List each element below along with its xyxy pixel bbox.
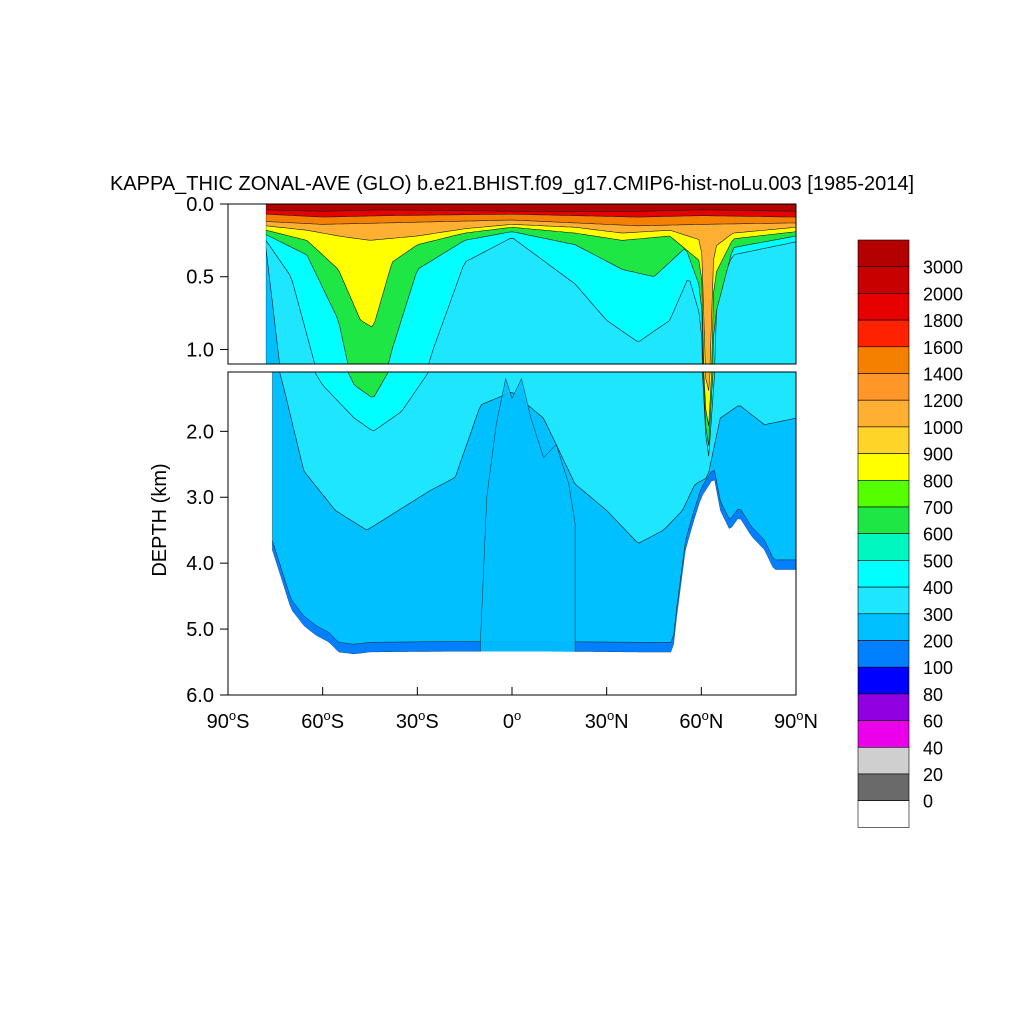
colorbar-swatch [857,479,910,508]
contour-band-800 [265,204,796,364]
colorbar-label: 1600 [923,338,963,358]
colorbar-label: 40 [923,738,943,758]
colorbar-swatch [857,746,910,775]
lower-depth-panel: 2.0 3.0 4.0 5.0 6.0 [186,371,797,707]
colorbar-swatch [857,693,910,721]
colorbar-swatch [857,293,910,321]
colorbar-label: 1000 [923,418,963,438]
colorbar-label: 900 [923,445,953,465]
contour-band-3000 [265,204,796,212]
x-tick-label: 90oS [207,708,250,733]
colorbar-swatch [857,586,910,615]
y-tick-label: 1.0 [186,339,214,361]
colorbar-label: 1200 [923,391,963,411]
colorbar-label: 20 [923,765,943,785]
colorbar-swatch [857,720,910,748]
chart-title: KAPPA_THIC ZONAL-AVE (GLO) b.e21.BHIST.f… [110,173,914,195]
contour-band-400 [271,372,796,457]
colorbar-label: 800 [923,471,953,491]
y-tick-label: 4.0 [186,553,214,575]
y-tick-label: 5.0 [186,619,214,641]
colorbar-swatch [857,399,910,428]
colorbar-swatch [857,346,910,374]
colorbar-swatch [857,239,910,268]
colorbar-label: 60 [923,712,943,732]
colorbar-label: 500 [923,551,953,571]
colorbar-label: 700 [923,498,953,518]
antarctica-land [228,372,273,695]
colorbar-swatch [857,533,910,561]
colorbar-label: 3000 [923,258,963,278]
colorbar-label: 100 [923,658,953,678]
colorbar-label: 300 [923,605,953,625]
colorbar-swatch [857,800,910,828]
colorbar-label: 0 [923,792,933,812]
colorbar-swatch [857,453,910,481]
colorbar-swatch [857,506,910,535]
x-tick-label: 0o [503,708,521,733]
colorbar-label: 600 [923,525,953,545]
colorbar-label: 400 [923,578,953,598]
colorbar-label: 2000 [923,284,963,304]
x-tick-label: 30oN [585,708,629,733]
latitude-axis: 90oS 60oS 30oS 0o 30oN 60oN 90oN [207,687,818,733]
colorbar-label: 80 [923,685,943,705]
colorbar-label: 1800 [923,311,963,331]
colorbar-swatch [857,773,910,802]
upper-field [228,204,796,364]
colorbar-swatch [857,613,910,641]
y-tick-label: 0.0 [186,194,214,216]
y-tick-label: 2.0 [186,421,214,443]
upper-frame [227,203,797,365]
colorbar-swatch [857,666,910,695]
colorbar-swatch [857,373,910,401]
land-mask [272,480,796,695]
y-tick-label: 6.0 [186,685,214,707]
colorbar-label: 200 [923,632,953,652]
x-tick-label: 60oN [679,708,723,733]
colorbar-swatch [857,319,910,348]
x-tick-label: 90oN [774,708,818,733]
colorbar-swatch [857,560,910,588]
upper-depth-panel: 0.0 0.5 1.0 [186,194,797,365]
colorbar-label: 1400 [923,365,963,385]
y-axis-label: DEPTH (km) [149,463,171,576]
colorbar-legend: 3000200018001600140012001000900800700600… [857,239,963,828]
y-tick-label: 3.0 [186,487,214,509]
x-tick-label: 30oS [396,708,439,733]
x-tick-label: 60oS [301,708,344,733]
contour-band-300 [271,372,796,544]
y-tick-label: 0.5 [186,267,214,289]
antarctica-land [228,204,266,364]
colorbar-swatch [857,640,910,668]
colorbar-swatch [857,266,910,294]
colorbar-swatch [857,426,910,454]
lower-field [228,372,796,695]
